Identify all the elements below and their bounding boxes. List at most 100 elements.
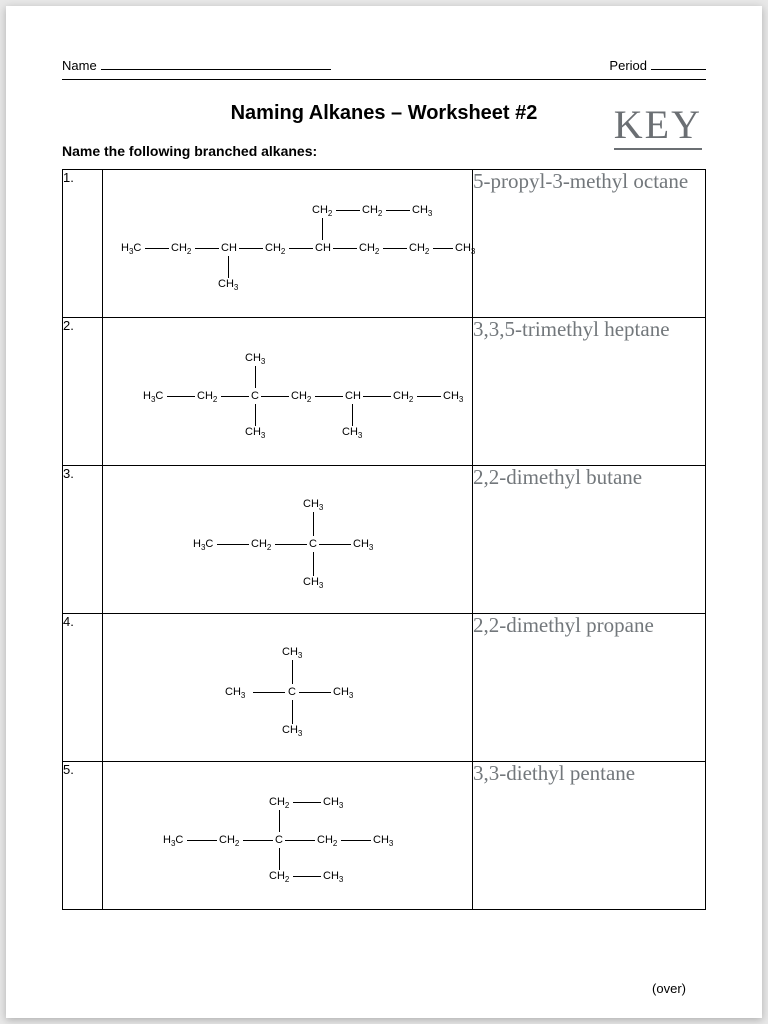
worksheet-page: Name Period Naming Alkanes – Worksheet #…: [6, 6, 762, 1018]
atom: C: [251, 390, 259, 402]
table-row: 1. H3C CH2 CH CH2 CH CH2 CH2 CH3: [63, 170, 706, 318]
bond: [352, 404, 353, 426]
atom: CH3: [245, 352, 265, 366]
table-row: 5. H3C CH2 C CH2 CH3 CH2 CH3 CH2: [63, 762, 706, 910]
atom: CH2: [362, 204, 382, 218]
atom: CH2: [269, 796, 289, 810]
period-label: Period: [609, 56, 706, 73]
bond: [217, 544, 249, 545]
row-number: 3.: [63, 466, 103, 614]
bond: [243, 840, 273, 841]
bond: [417, 396, 441, 397]
bond: [285, 840, 315, 841]
bond: [221, 396, 249, 397]
atom: CH3: [225, 686, 245, 700]
atom: CH2: [359, 242, 379, 256]
atom: CH: [345, 390, 361, 402]
atom: CH3: [455, 242, 475, 256]
header-rule: [62, 79, 706, 80]
atom: C: [309, 538, 317, 550]
atom: CH2: [197, 390, 217, 404]
answer-cell: 2,2-dimethyl propane: [473, 614, 706, 762]
atom: CH2: [265, 242, 285, 256]
atom: CH2: [317, 834, 337, 848]
structure-cell: H3C CH2 CH CH2 CH CH2 CH2 CH3 CH3: [103, 170, 473, 318]
name-label: Name: [62, 56, 331, 73]
bond: [279, 810, 280, 832]
bond: [195, 248, 219, 249]
bond: [261, 396, 289, 397]
bond: [322, 218, 323, 240]
structure-cell: H3C CH2 C CH2 CH3 CH2 CH3 CH2 CH3: [103, 762, 473, 910]
bond: [255, 366, 256, 388]
bond: [293, 802, 321, 803]
answer-cell: 5-propyl-3-methyl octane: [473, 170, 706, 318]
atom: CH3: [412, 204, 432, 218]
atom: CH2: [291, 390, 311, 404]
atom: H3C: [121, 242, 141, 256]
atom: CH3: [245, 426, 265, 440]
bond: [383, 248, 407, 249]
atom: CH3: [282, 724, 302, 738]
worksheet-table: 1. H3C CH2 CH CH2 CH CH2 CH2 CH3: [62, 169, 706, 910]
bond: [228, 256, 229, 278]
worksheet-title: Naming Alkanes – Worksheet #2: [62, 102, 706, 125]
answer-cell: 2,2-dimethyl butane: [473, 466, 706, 614]
atom: CH2: [269, 870, 289, 884]
atom: CH3: [443, 390, 463, 404]
bond: [167, 396, 195, 397]
atom: CH3: [218, 278, 238, 292]
bond: [289, 248, 313, 249]
structure-cell: C CH3 CH3 CH3 CH3: [103, 614, 473, 762]
atom: CH2: [171, 242, 191, 256]
table-row: 3. H3C CH2 C CH3 CH3 CH3 2,2-dimethyl bu…: [63, 466, 706, 614]
bond: [319, 544, 351, 545]
atom: CH3: [342, 426, 362, 440]
bond: [363, 396, 391, 397]
answer-cell: 3,3,5-trimethyl heptane: [473, 318, 706, 466]
atom: CH3: [333, 686, 353, 700]
row-number: 2.: [63, 318, 103, 466]
structure-cell: H3C CH2 C CH2 CH CH2 CH3 CH3 CH3: [103, 318, 473, 466]
atom: CH2: [251, 538, 271, 552]
bond: [293, 876, 321, 877]
bond: [187, 840, 217, 841]
atom: CH2: [219, 834, 239, 848]
atom: CH2: [393, 390, 413, 404]
bond: [275, 544, 307, 545]
bond: [386, 210, 410, 211]
bond: [239, 248, 263, 249]
atom: CH3: [282, 646, 302, 660]
bond: [255, 404, 256, 426]
bond: [341, 840, 371, 841]
period-blank[interactable]: [651, 56, 706, 70]
bond: [253, 692, 285, 693]
footer-over: (over): [652, 981, 686, 996]
atom: CH: [221, 242, 237, 254]
atom: CH3: [303, 498, 323, 512]
atom: CH3: [303, 576, 323, 590]
bond: [292, 700, 293, 724]
atom: CH2: [312, 204, 332, 218]
bond: [315, 396, 343, 397]
header-row: Name Period: [62, 56, 706, 73]
name-blank[interactable]: [101, 56, 331, 70]
row-number: 5.: [63, 762, 103, 910]
row-number: 1.: [63, 170, 103, 318]
row-number: 4.: [63, 614, 103, 762]
bond: [299, 692, 331, 693]
table-row: 4. C CH3 CH3 CH3 CH3 2,2-dimethyl propan…: [63, 614, 706, 762]
atom: C: [288, 686, 296, 698]
atom: CH3: [323, 870, 343, 884]
bond: [145, 248, 169, 249]
atom: C: [275, 834, 283, 846]
atom: CH3: [353, 538, 373, 552]
bond: [313, 512, 314, 536]
atom: CH: [315, 242, 331, 254]
atom: H3C: [143, 390, 163, 404]
structure-cell: H3C CH2 C CH3 CH3 CH3: [103, 466, 473, 614]
atom: H3C: [193, 538, 213, 552]
atom: H3C: [163, 834, 183, 848]
bond: [279, 848, 280, 870]
atom: CH3: [373, 834, 393, 848]
